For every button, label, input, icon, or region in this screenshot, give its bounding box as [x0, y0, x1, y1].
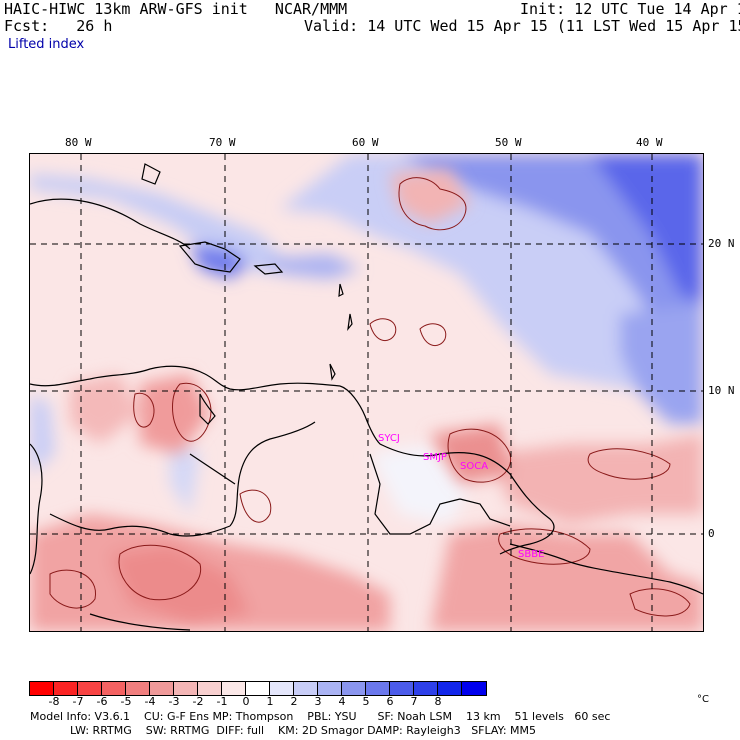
colorbar-cell: [30, 682, 54, 695]
colorbar-cell: [78, 682, 102, 695]
colorbar-tick-label: 8: [434, 695, 442, 708]
colorbar-tick-label: -3: [168, 695, 180, 708]
lon-label-40w: 40 W: [636, 136, 663, 149]
lon-label-80w: 80 W: [65, 136, 92, 149]
colorbar-tick-label: -2: [192, 695, 204, 708]
colorbar-tick-label: -7: [72, 695, 84, 708]
colorbar-tick-label: -8: [48, 695, 60, 708]
colorbar-cell: [318, 682, 342, 695]
station-soca: SOCA: [460, 461, 488, 472]
lon-label-60w: 60 W: [352, 136, 379, 149]
station-sycj: SYCJ: [378, 433, 400, 444]
field-name: Lifted index: [8, 37, 85, 52]
stable-areas: [30, 154, 703, 524]
colorbar-cell: [54, 682, 78, 695]
colorbar-cell: [414, 682, 438, 695]
map-canvas: SYCJ SMJP SOCA SBBE: [30, 154, 703, 631]
station-smjp: SMJP: [423, 452, 447, 463]
model-info-line2: LW: RRTMG SW: RRTMG DIFF: full KM: 2D Sm…: [70, 724, 536, 737]
colorbar-tick-label: 3: [314, 695, 322, 708]
graticule: [30, 154, 703, 631]
colorbar-cell: [462, 682, 486, 695]
colorbar-cell: [222, 682, 246, 695]
model-info-line1: Model Info: V3.6.1 CU: G-F Ens MP: Thomp…: [30, 710, 611, 723]
colorbar-tick-label: -4: [144, 695, 156, 708]
colorbar-cell: [366, 682, 390, 695]
colorbar-cell: [294, 682, 318, 695]
colorbar-tick-label: 4: [338, 695, 346, 708]
colorbar-tick-label: 2: [290, 695, 298, 708]
coastlines: [30, 163, 703, 631]
colorbar-cell: [246, 682, 270, 695]
colorbar-tick-label: 1: [266, 695, 274, 708]
colorbar-cell: [198, 682, 222, 695]
lat-label-0: 0: [708, 527, 715, 540]
colorbar-tick-label: 6: [386, 695, 394, 708]
forecast-hour: Fcst: 26 h: [4, 17, 113, 35]
lon-label-70w: 70 W: [209, 136, 236, 149]
colorbar-tick-label: 7: [410, 695, 418, 708]
colorbar-tick-label: -5: [120, 695, 132, 708]
colorbar-cell: [270, 682, 294, 695]
colorbar: [29, 681, 487, 696]
lon-label-50w: 50 W: [495, 136, 522, 149]
lat-label-20n: 20 N: [708, 237, 735, 250]
station-sbbe: SBBE: [518, 549, 544, 560]
colorbar-tick-label: 0: [242, 695, 250, 708]
unstable-areas: [30, 169, 703, 631]
colorbar-tick-label: -6: [96, 695, 108, 708]
lifted-index-map: SYCJ SMJP SOCA SBBE: [29, 153, 704, 632]
colorbar-cell: [390, 682, 414, 695]
colorbar-cell: [438, 682, 462, 695]
colorbar-tick-label: -1: [216, 695, 228, 708]
colorbar-unit: °C: [697, 694, 709, 705]
colorbar-cell: [150, 682, 174, 695]
colorbar-cell: [102, 682, 126, 695]
init-time: Init: 12 UTC Tue 14 Apr 15: [520, 0, 740, 18]
valid-time: Valid: 14 UTC Wed 15 Apr 15 (11 LST Wed …: [304, 17, 740, 35]
colorbar-cell: [126, 682, 150, 695]
colorbar-tick-label: 5: [362, 695, 370, 708]
lat-label-10n: 10 N: [708, 384, 735, 397]
colorbar-cell: [342, 682, 366, 695]
colorbar-cell: [174, 682, 198, 695]
model-title: HAIC-HIWC 13km ARW-GFS init NCAR/MMM: [4, 0, 348, 18]
